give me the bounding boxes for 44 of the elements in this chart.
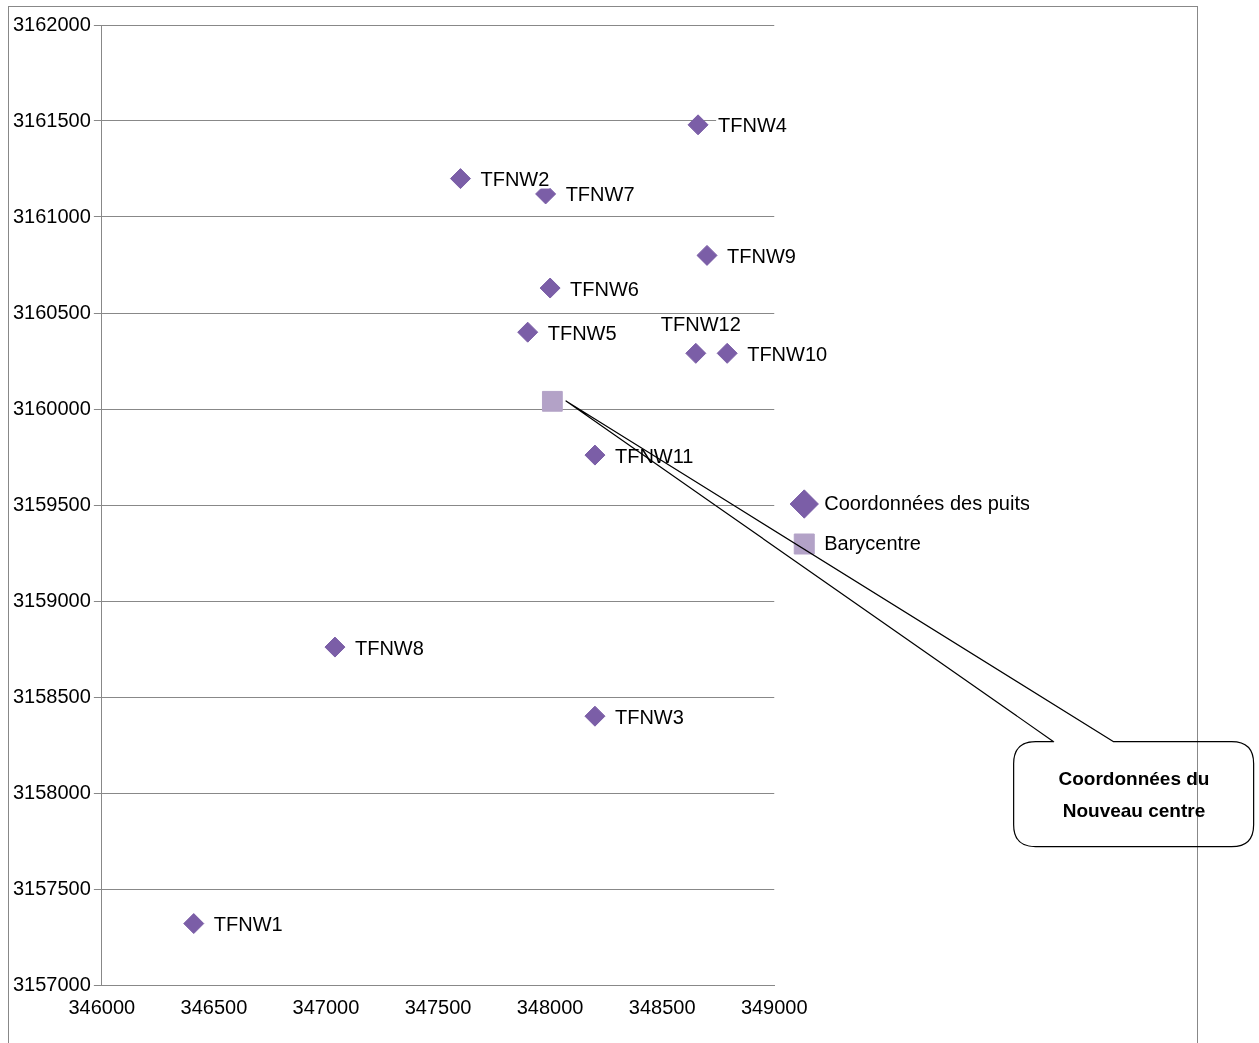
x-tick-label: 349000 <box>740 995 808 1018</box>
data-label: TFNW9 <box>727 244 796 267</box>
point <box>517 321 539 343</box>
point <box>183 913 205 935</box>
text: Coordonnées du Nouveau centre <box>1057 766 1211 823</box>
data-label: TFNW3 <box>614 705 684 728</box>
point <box>687 114 709 136</box>
y-tick-label: 3159000 <box>12 588 91 611</box>
point <box>541 390 563 412</box>
y-tick-label: 3160000 <box>12 396 91 419</box>
data-label: TFNW7 <box>565 183 635 206</box>
y-tick-label: 3161500 <box>12 108 91 131</box>
data-label: TFNW5 <box>547 321 617 344</box>
y-tick-label: 3157500 <box>12 876 91 899</box>
data-label: TFNW4 <box>718 114 787 137</box>
point <box>539 277 561 299</box>
x-tick-label: 346000 <box>68 995 136 1018</box>
point <box>324 636 346 658</box>
y-tick-label: 3159500 <box>12 492 91 515</box>
legend-label: Barycentre <box>824 531 921 554</box>
x-tick-label: 348500 <box>628 995 696 1018</box>
point <box>685 342 707 364</box>
data-label: TFNW2 <box>480 168 550 191</box>
data-label: TFNW1 <box>213 913 283 936</box>
data-label: TFNW10 <box>747 342 828 365</box>
legend-label: Coordonnées des puits <box>824 491 1030 514</box>
x-tick-label: 347000 <box>292 995 360 1018</box>
y-tick-label: 3158500 <box>12 684 91 707</box>
data-label: TFNW6 <box>570 277 640 300</box>
point <box>696 244 718 266</box>
y-tick-label: 3160500 <box>12 300 91 323</box>
point <box>449 168 471 190</box>
data-label: TFNW12 <box>660 312 741 335</box>
y-tick-label: 3158000 <box>12 780 91 803</box>
x-tick-label: 348000 <box>516 995 584 1018</box>
x-tick-label: 346500 <box>180 995 248 1018</box>
y-tick-label: 3162000 <box>12 12 91 35</box>
x-tick-label: 347500 <box>404 995 472 1018</box>
point <box>716 342 738 364</box>
y-tick-label: 3161000 <box>12 204 91 227</box>
point <box>584 444 606 466</box>
data-label: TFNW8 <box>354 636 424 659</box>
y-tick-label: 3157000 <box>12 972 91 995</box>
point <box>584 705 606 727</box>
